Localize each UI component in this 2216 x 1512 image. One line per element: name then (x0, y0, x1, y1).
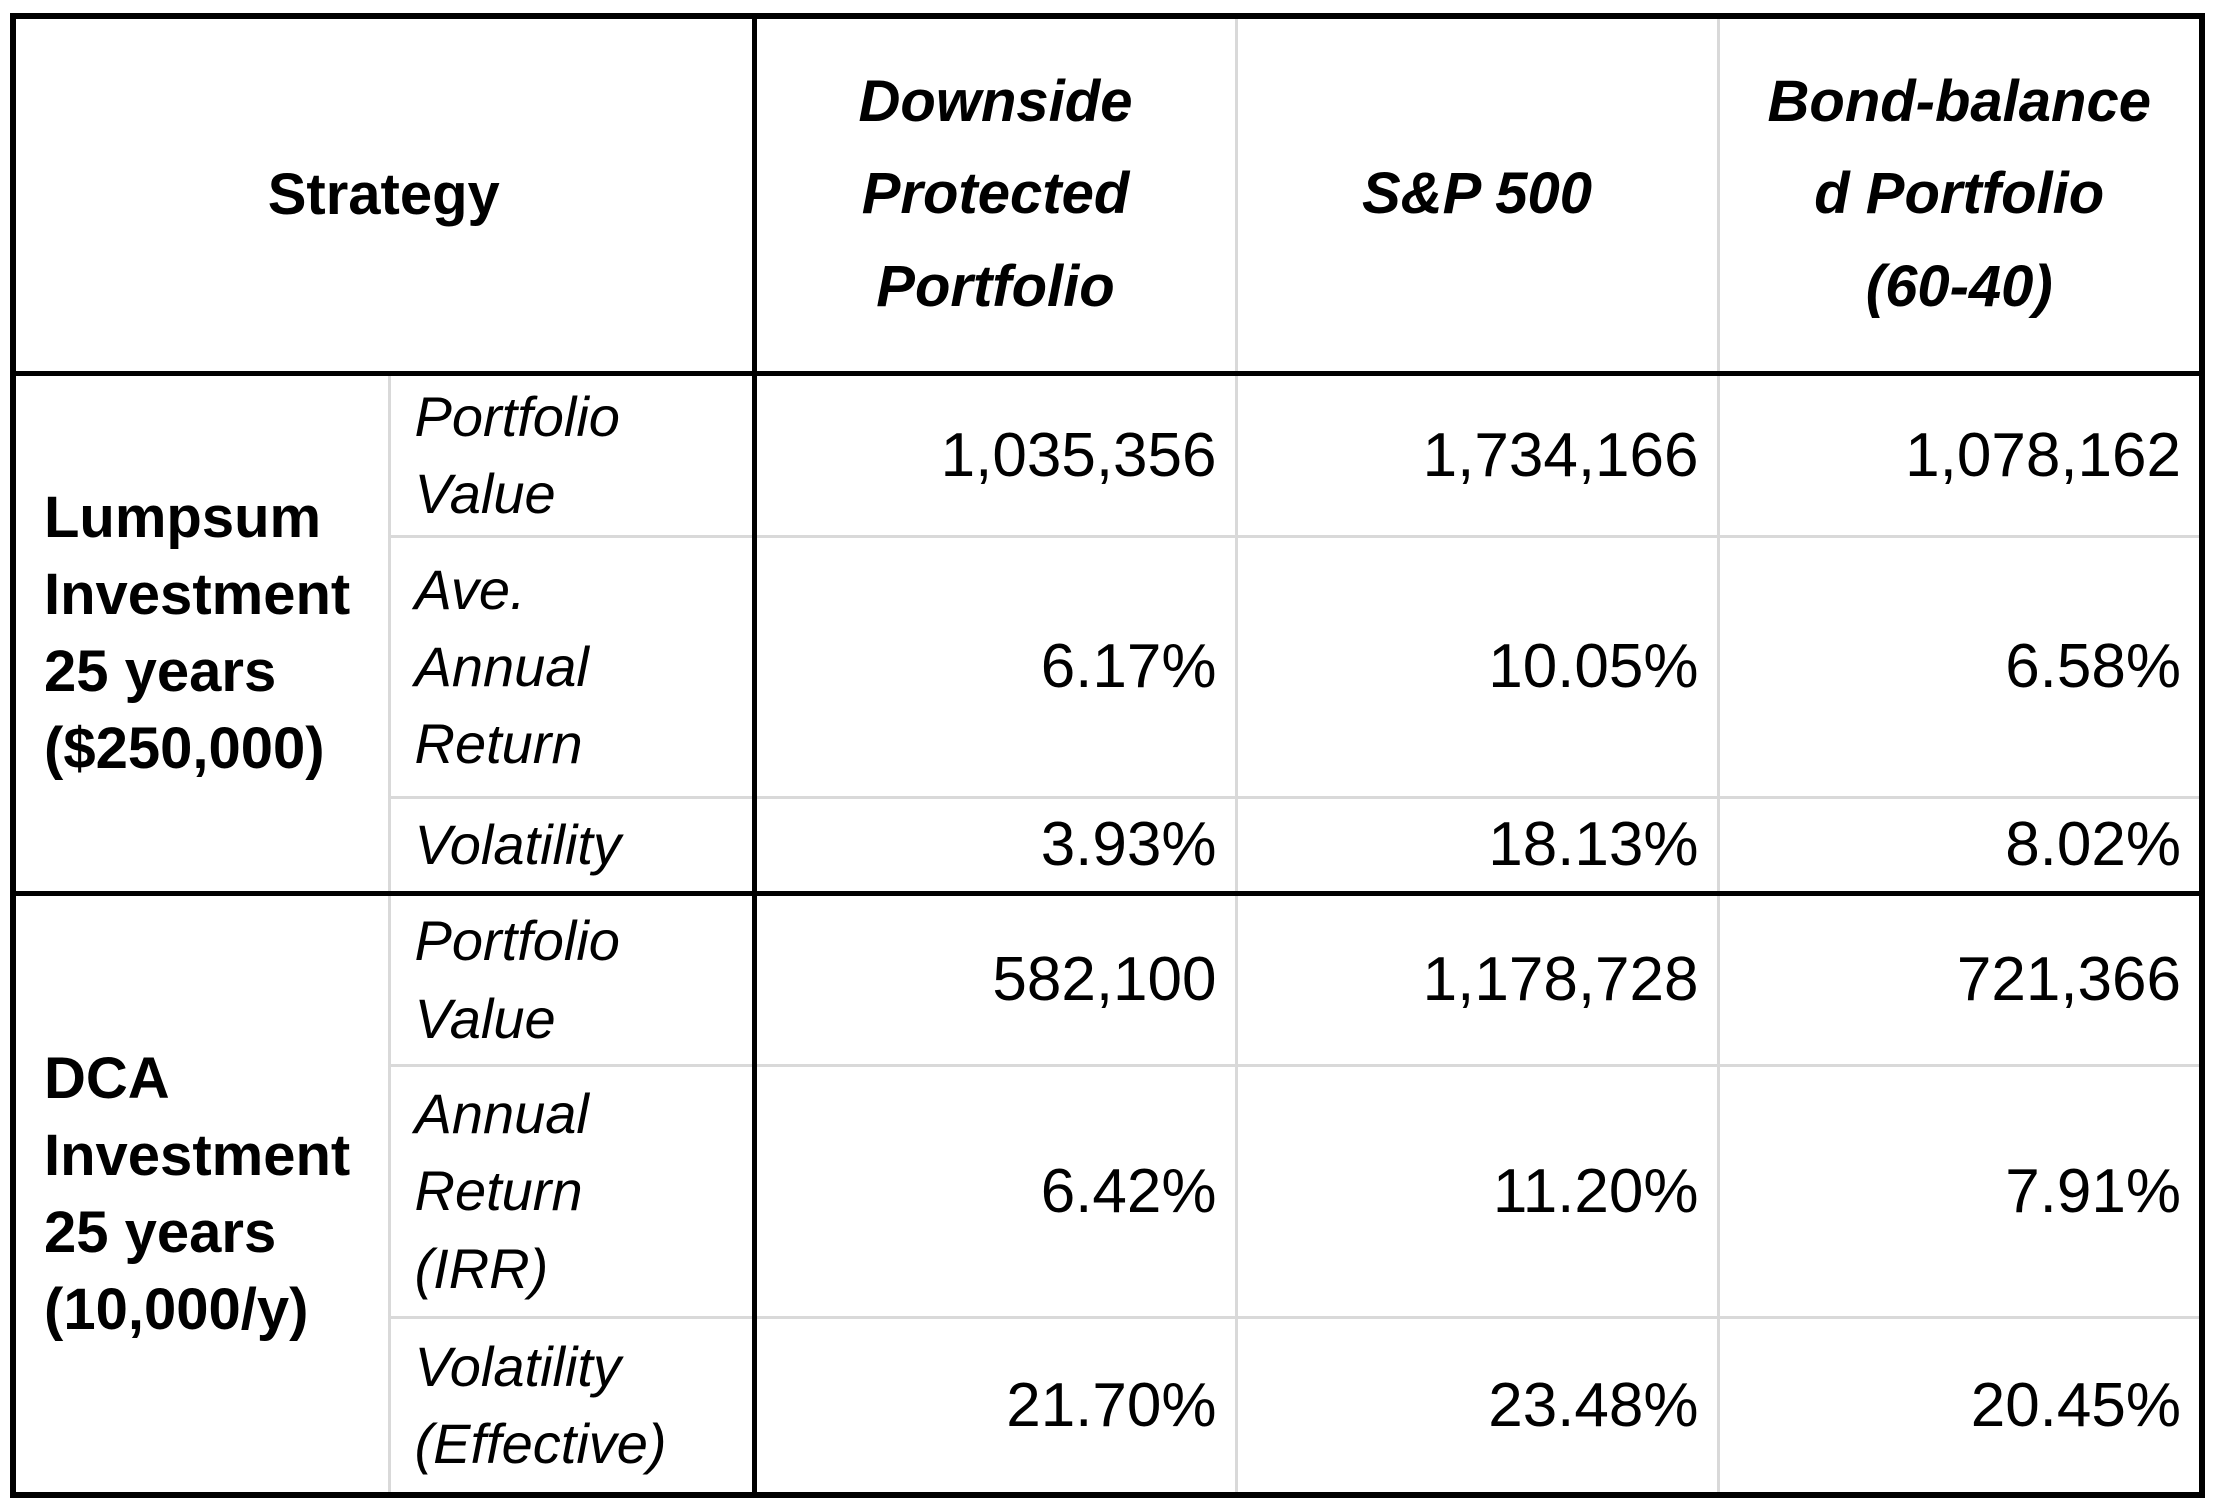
table-row: Volatility 3.93% 18.13% 8.02% (13, 795, 2204, 896)
table-row: Lumpsum Investment 25 years ($250,000) P… (11, 371, 2204, 896)
value-cell: 23.48% (1234, 1315, 1720, 1497)
value-cell: 6.17% (751, 534, 1238, 799)
group-label-dca-investment: DCA Investment 25 years (10,000/y) (11, 891, 391, 1497)
value-cell: 1,178,728 (1234, 891, 1720, 1067)
table-row: Volatility (Effective) 21.70% 23.48% 20.… (13, 1315, 2204, 1497)
table-row: Annual Return (IRR) 6.42% 11.20% 7.91% (13, 1063, 2204, 1319)
value-cell: 7.91% (1716, 1063, 2204, 1319)
metric-label-volatility-effective: Volatility (Effective) (387, 1315, 756, 1497)
table-row: DCA Investment 25 years (10,000/y) Portf… (11, 891, 2204, 1497)
metric-label-ave-annual-return: Ave. Annual Return (387, 534, 756, 799)
header-col-sp500: S&P 500 (1234, 14, 1720, 376)
value-cell: 1,734,166 (1234, 371, 1720, 538)
metric-label-portfolio-value: Portfolio Value (387, 371, 756, 538)
value-cell: 1,078,162 (1716, 371, 2204, 538)
value-cell: 10.05% (1234, 534, 1720, 799)
metric-label-annual-return-irr: Annual Return (IRR) (387, 1063, 756, 1319)
comparison-table: Strategy Downside Protected Portfolio S&… (10, 13, 2205, 1498)
value-cell: 582,100 (751, 891, 1238, 1067)
value-cell: 11.20% (1234, 1063, 1720, 1319)
table-row: Ave. Annual Return 6.17% 10.05% 6.58% (13, 534, 2204, 799)
value-cell: 6.42% (751, 1063, 1238, 1319)
value-cell: 1,035,356 (751, 371, 1238, 538)
value-cell: 6.58% (1716, 534, 2204, 799)
header-col-bond-balanced-portfolio: Bond-balance d Portfolio (60-40) (1716, 14, 2204, 376)
value-cell: 8.02% (1716, 795, 2204, 896)
metric-label-volatility: Volatility (387, 795, 756, 896)
value-cell: 20.45% (1716, 1315, 2204, 1497)
metric-label-portfolio-value: Portfolio Value (387, 891, 756, 1067)
value-cell: 721,366 (1716, 891, 2204, 1067)
group-label-lumpsum-investment: Lumpsum Investment 25 years ($250,000) (11, 371, 391, 896)
header-col-downside-protected-portfolio: Downside Protected Portfolio (751, 14, 1238, 376)
value-cell: 21.70% (751, 1315, 1238, 1497)
header-row: Strategy Downside Protected Portfolio S&… (11, 14, 2204, 376)
value-cell: 18.13% (1234, 795, 1720, 896)
header-strategy: Strategy (11, 14, 756, 376)
value-cell: 3.93% (751, 795, 1238, 896)
